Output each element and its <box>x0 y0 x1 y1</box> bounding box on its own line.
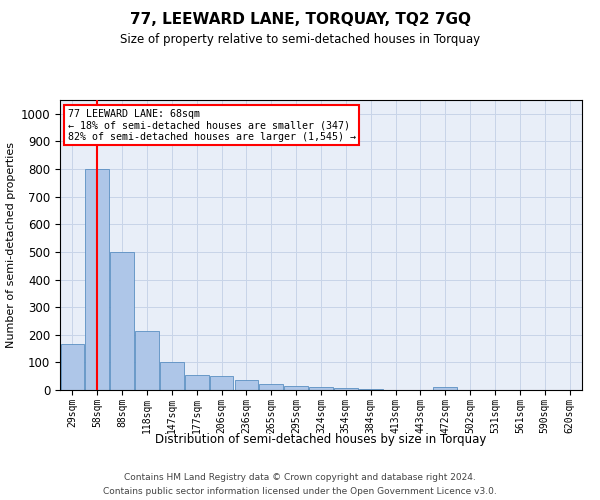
Text: Contains HM Land Registry data © Crown copyright and database right 2024.: Contains HM Land Registry data © Crown c… <box>124 472 476 482</box>
Text: Distribution of semi-detached houses by size in Torquay: Distribution of semi-detached houses by … <box>155 432 487 446</box>
Bar <box>433 387 457 390</box>
Bar <box>284 386 308 390</box>
Bar <box>85 169 109 390</box>
Bar <box>259 384 283 390</box>
Text: Size of property relative to semi-detached houses in Torquay: Size of property relative to semi-detach… <box>120 32 480 46</box>
Bar <box>160 362 184 390</box>
Bar <box>309 387 333 390</box>
Bar <box>135 330 159 390</box>
Bar <box>359 388 383 390</box>
Bar <box>110 252 134 390</box>
Bar <box>235 380 258 390</box>
Bar <box>334 388 358 390</box>
Y-axis label: Number of semi-detached properties: Number of semi-detached properties <box>7 142 16 348</box>
Bar <box>185 376 209 390</box>
Text: 77, LEEWARD LANE, TORQUAY, TQ2 7GQ: 77, LEEWARD LANE, TORQUAY, TQ2 7GQ <box>130 12 470 28</box>
Text: Contains public sector information licensed under the Open Government Licence v3: Contains public sector information licen… <box>103 488 497 496</box>
Bar <box>210 376 233 390</box>
Bar <box>61 344 84 390</box>
Text: 77 LEEWARD LANE: 68sqm
← 18% of semi-detached houses are smaller (347)
82% of se: 77 LEEWARD LANE: 68sqm ← 18% of semi-det… <box>68 108 356 142</box>
